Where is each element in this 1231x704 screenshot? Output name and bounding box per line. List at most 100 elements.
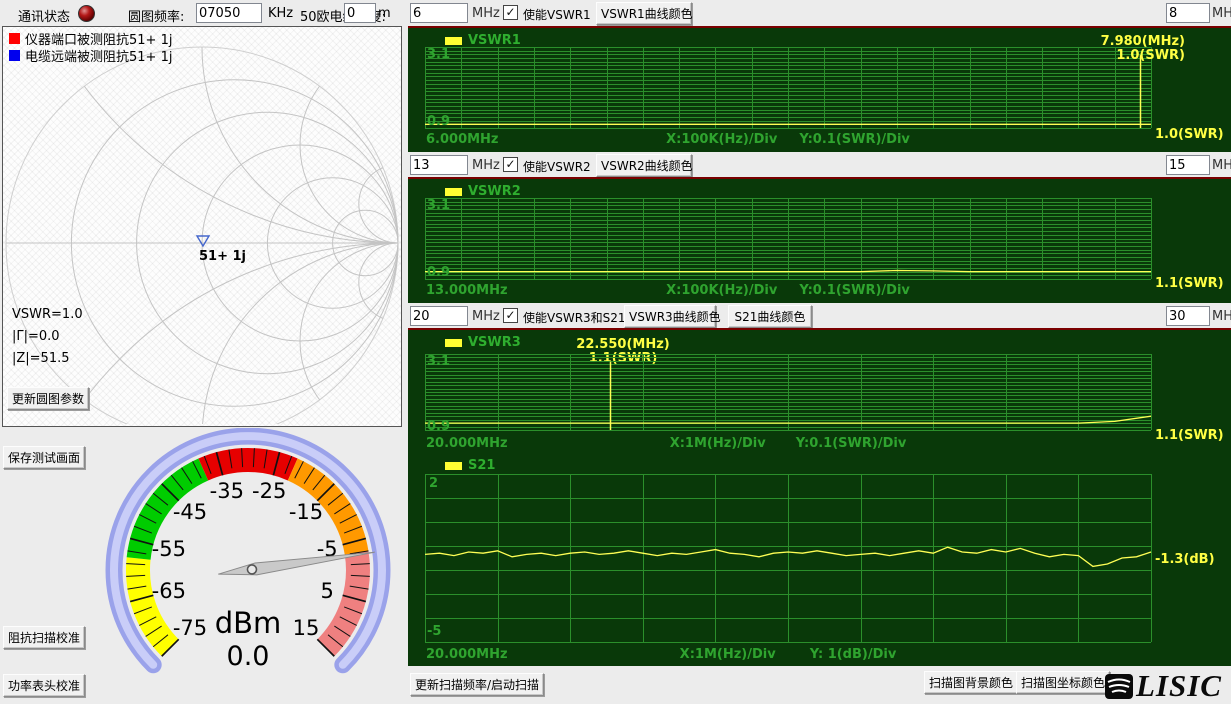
comm-status-led-icon	[78, 5, 95, 22]
vswr3-cursor-value: 1.1(SWR)	[1155, 428, 1224, 443]
vswr1-start-unit: MHz	[472, 6, 500, 21]
vswr1-end-freq-input[interactable]	[1166, 3, 1210, 23]
smith-chart-panel: 仪器端口被测阻抗51+ 1j 电缆远端被测阻抗51+ 1j 51+ 1j VSW…	[2, 26, 402, 427]
smith-marker-icon	[195, 235, 211, 248]
s21-div-info: X:1M(Hz)/Div Y: 1(dB)/Div	[679, 647, 897, 662]
vswr3-plot-grid[interactable]	[425, 354, 1152, 431]
gauge-unit-label: dBm	[214, 606, 282, 640]
svg-text:5: 5	[321, 579, 334, 603]
smith-legend-item: 仪器端口被测阻抗51+ 1j	[9, 31, 173, 48]
vswr2-ymax-label: 3.1	[427, 198, 451, 213]
z-readout: |Z|=51.5	[12, 351, 70, 366]
gamma-readout: |Γ|=0.0	[12, 329, 60, 344]
gauge-value: 0.0	[226, 641, 270, 672]
vswr2-enable-label: 使能VSWR2	[523, 160, 591, 174]
power-cal-button[interactable]: 功率表头校准	[3, 674, 86, 697]
svg-text:-25: -25	[252, 479, 286, 503]
cable-length-input[interactable]	[344, 3, 376, 23]
s21-plot-grid[interactable]	[425, 474, 1152, 643]
vswr1-start-freq-input[interactable]	[410, 3, 468, 23]
chart-freq-unit: KHz	[268, 6, 294, 21]
vswr1-enable-label: 使能VSWR1	[523, 8, 591, 22]
scan-axis-color-button[interactable]: 扫描图坐标颜色	[1016, 671, 1111, 694]
vswr1-legend: VSWR1	[445, 33, 521, 48]
vswr1-marker-readout: 7.980(MHz) 1.0(SWR)	[1100, 34, 1185, 63]
update-scan-button[interactable]: 更新扫描频率/启动扫描	[410, 673, 545, 696]
power-meter-gauge: -75 -65 -55 -45 -35 -25 -15 -5 5 15	[86, 427, 410, 684]
legend-red-swatch	[9, 32, 20, 44]
legend-blue-swatch	[9, 49, 20, 61]
vswr2-enable-checkbox[interactable]: ✓	[503, 157, 518, 172]
vswr3-div-info: X:1M(Hz)/Div Y:0.1(SWR)/Div	[669, 436, 907, 451]
s21-legend: S21	[445, 458, 495, 473]
chart-freq-label: 圆图频率:	[128, 10, 185, 25]
vswr3-start-freq-input[interactable]	[410, 306, 468, 326]
update-smith-button[interactable]: 更新圆图参数	[7, 387, 90, 410]
vswr1-swatch	[445, 36, 462, 45]
vswr2-end-freq-input[interactable]	[1166, 155, 1210, 175]
vswr3-ymax-label: 3.1	[427, 354, 451, 369]
vswr3-s21-plot-panel: VSWR3 22.550(MHz) 1.1(SWR) 3.1 0.9 20.00…	[408, 328, 1231, 666]
svg-text:-75: -75	[173, 616, 207, 640]
smith-legend-label: 仪器端口被测阻抗51+ 1j	[25, 32, 173, 48]
comm-status-label: 通讯状态	[18, 10, 71, 25]
vswr2-swatch	[445, 187, 462, 196]
vswr2-start-label: 13.000MHz	[426, 283, 508, 298]
vswr1-div-info: X:100K(Hz)/Div Y:0.1(SWR)/Div	[666, 132, 910, 147]
vswr3-enable-label: 使能VSWR3和S21	[523, 311, 626, 325]
vswr3-end-unit: MHz	[1212, 309, 1231, 324]
vswr2-start-unit: MHz	[472, 158, 500, 173]
smith-legend-item: 电缆远端被测阻抗51+ 1j	[9, 48, 173, 65]
svg-text:-45: -45	[173, 500, 207, 524]
save-screen-button[interactable]: 保存测试画面	[3, 446, 86, 469]
smith-marker-label: 51+ 1j	[199, 249, 247, 264]
s21-swatch	[445, 461, 462, 470]
chart-freq-input[interactable]	[196, 3, 262, 23]
vswr3-curve-color-button[interactable]: VSWR3曲线颜色	[624, 305, 721, 328]
vswr3-legend-label: VSWR3	[468, 335, 521, 350]
vswr2-legend-label: VSWR2	[468, 184, 521, 199]
svg-text:15: 15	[293, 616, 320, 640]
vswr3-toolbar: MHz ✓ 使能VSWR3和S21 VSWR3曲线颜色 S21曲线颜色 MHz	[408, 303, 1231, 328]
svg-text:-35: -35	[210, 479, 244, 503]
vswr2-start-freq-input[interactable]	[410, 155, 468, 175]
vswr1-plot-grid[interactable]	[425, 47, 1152, 129]
vswr3-end-freq-input[interactable]	[1166, 306, 1210, 326]
scan-bg-color-button[interactable]: 扫描图背景颜色	[924, 671, 1019, 694]
vswr3-swatch	[445, 338, 462, 347]
smith-chart	[5, 46, 399, 424]
vswr3-enable-checkbox[interactable]: ✓	[503, 308, 518, 323]
vswr1-enable-checkbox[interactable]: ✓	[503, 5, 518, 20]
vswr2-curve-color-button[interactable]: VSWR2曲线颜色	[596, 154, 693, 177]
vswr3-start-label: 20.000MHz	[426, 436, 508, 451]
smith-legend-label: 电缆远端被测阻抗51+ 1j	[25, 49, 173, 65]
s21-curve-color-button[interactable]: S21曲线颜色	[728, 305, 812, 328]
vswr1-curve-color-button[interactable]: VSWR1曲线颜色	[596, 2, 693, 25]
s21-legend-label: S21	[468, 458, 496, 473]
vswr2-plot-grid[interactable]	[425, 198, 1152, 280]
vswr2-cursor-value: 1.1(SWR)	[1155, 276, 1224, 291]
vswr1-toolbar: MHz ✓ 使能VSWR1 VSWR1曲线颜色 MHz	[408, 0, 1231, 26]
lisic-logo: LISIC	[1104, 668, 1222, 704]
lisic-logo-text: LISIC	[1136, 668, 1222, 703]
svg-text:-15: -15	[289, 500, 323, 524]
vswr1-end-unit: MHz	[1212, 6, 1231, 21]
vswr1-ymin-label: 0.9	[427, 114, 451, 129]
vswr1-legend-label: VSWR1	[468, 33, 521, 48]
impedance-cal-button[interactable]: 阻抗扫描校准	[3, 626, 86, 649]
vswr3-start-unit: MHz	[472, 309, 500, 324]
s21-start-label: 20.000MHz	[426, 647, 508, 662]
cable-length-unit: m	[378, 6, 391, 21]
vswr2-plot-panel: VSWR2 3.1 0.9 13.000MHz X:100K(Hz)/Div Y:…	[408, 177, 1231, 303]
vswr1-ymax-label: 3.1	[427, 47, 451, 62]
vswr2-div-info: X:100K(Hz)/Div Y:0.1(SWR)/Div	[666, 283, 910, 298]
s21-cursor-value: -1.3(dB)	[1155, 552, 1215, 567]
vswr1-cursor-value: 1.0(SWR)	[1155, 127, 1224, 142]
vswr2-toolbar: MHz ✓ 使能VSWR2 VSWR2曲线颜色 MHz	[408, 152, 1231, 177]
svg-text:-55: -55	[152, 537, 186, 561]
s21-ymin-label: -5	[427, 624, 442, 639]
svg-text:-5: -5	[317, 537, 338, 561]
lisic-logo-icon	[1105, 673, 1133, 699]
vswr2-ymin-label: 0.9	[427, 265, 451, 280]
svg-text:-65: -65	[152, 579, 186, 603]
